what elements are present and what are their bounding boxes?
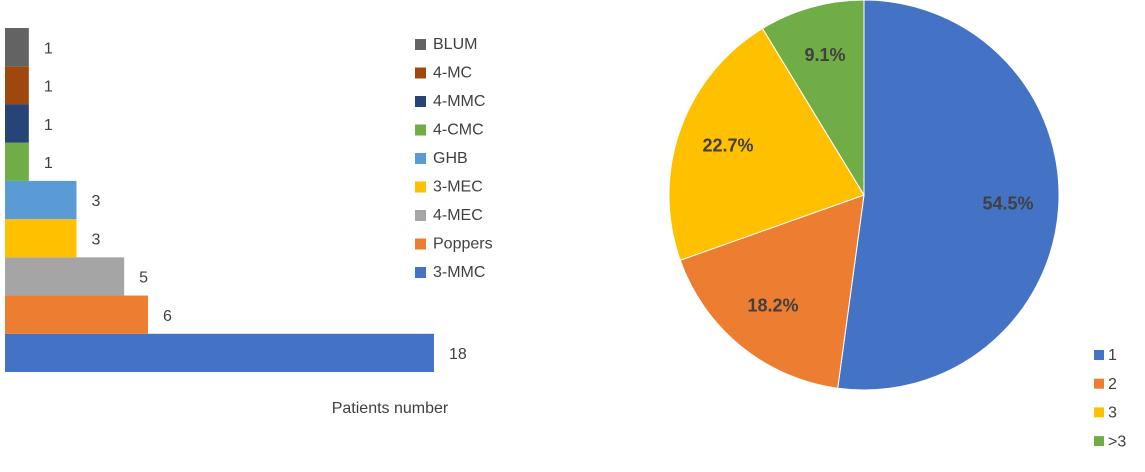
legend-label: 3-MMC (433, 264, 485, 281)
legend-label: >3 (1108, 433, 1126, 450)
legend-label: GHB (433, 150, 468, 167)
legend-label: Poppers (433, 236, 493, 253)
legend-label: BLUM (433, 36, 477, 53)
legend-label: 3 (1108, 405, 1117, 422)
value-label: 1 (44, 79, 53, 96)
slice-label: 22.7% (702, 135, 753, 155)
slice-label: 54.5% (982, 194, 1033, 214)
pie-slice (668, 27, 865, 261)
pie-slice (679, 194, 865, 389)
legend-label: 3-MEC (433, 179, 483, 196)
legend-swatch (415, 210, 426, 221)
legend-swatch (415, 181, 426, 193)
slice-label: 18.2% (747, 296, 798, 316)
value-label: 5 (139, 270, 148, 287)
legend-swatch (415, 124, 426, 136)
slice-label: 9.1% (804, 45, 845, 65)
bar (5, 28, 29, 67)
x-axis-label: Patients number (332, 400, 449, 417)
legend-swatch (415, 39, 426, 50)
value-label: 18 (449, 346, 467, 363)
bar (5, 257, 125, 296)
bar (5, 333, 434, 372)
bar (5, 180, 77, 220)
legend-label: 4-MEC (433, 207, 483, 224)
value-label: 1 (44, 117, 53, 134)
legend-swatch (415, 67, 426, 79)
bar (5, 104, 29, 143)
legend-label: 1 (1108, 347, 1117, 364)
legend-swatch (1094, 350, 1104, 360)
legend-label: 4-MC (433, 65, 472, 82)
legend-swatch (415, 96, 426, 107)
legend-swatch (415, 153, 426, 164)
legend-swatch (415, 238, 426, 250)
value-label: 1 (44, 40, 53, 57)
legend-label: 4-CMC (433, 122, 484, 139)
bar (5, 219, 77, 258)
legend-label: 2 (1108, 376, 1117, 393)
value-label: 1 (44, 155, 53, 172)
bar (5, 295, 148, 334)
legend-swatch (1094, 436, 1104, 447)
bar (5, 66, 29, 105)
pie-slice (837, 0, 1060, 391)
value-label: 6 (163, 308, 172, 325)
legend-swatch (1094, 407, 1104, 418)
value-label: 3 (92, 231, 101, 248)
legend-label: 4-MMC (433, 93, 485, 110)
pie-slice (761, 0, 865, 197)
value-label: 3 (92, 193, 101, 210)
bar (5, 142, 29, 181)
legend-swatch (415, 267, 426, 278)
legend-swatch (1094, 378, 1104, 389)
